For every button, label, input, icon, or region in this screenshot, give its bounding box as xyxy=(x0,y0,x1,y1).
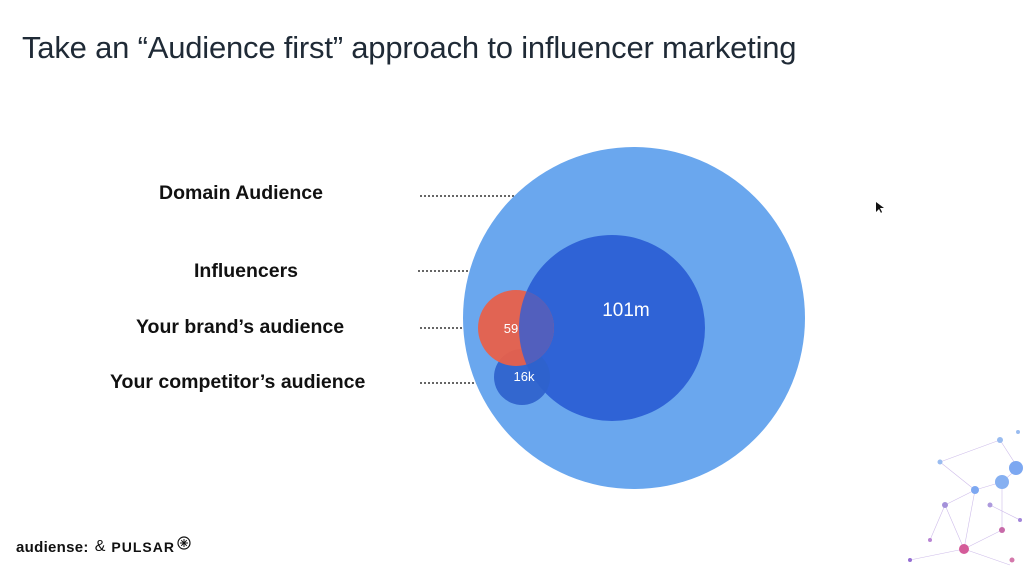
audiense-logo: audiense: xyxy=(16,538,89,556)
slide-title: Take an “Audience first” approach to inf… xyxy=(22,30,797,65)
brand-value: 59 xyxy=(504,321,518,336)
pulsar-logo: PULSAR xyxy=(111,539,175,555)
influencers-circle xyxy=(519,235,705,421)
ampersand: & xyxy=(94,538,106,555)
label-influencers: Influencers xyxy=(194,260,299,282)
pulsar-star-icon xyxy=(177,536,191,550)
network-graphic xyxy=(908,430,1023,566)
competitor-value: 16k xyxy=(514,369,535,384)
label-brand-audience: Your brand’s audience xyxy=(136,316,345,338)
cursor-icon xyxy=(876,202,884,213)
influencers-value: 101m xyxy=(602,300,650,321)
label-domain-audience: Domain Audience xyxy=(159,182,323,204)
label-competitor-audience: Your competitor’s audience xyxy=(110,371,366,393)
footer-logos: audiense: & PULSAR xyxy=(16,536,191,556)
